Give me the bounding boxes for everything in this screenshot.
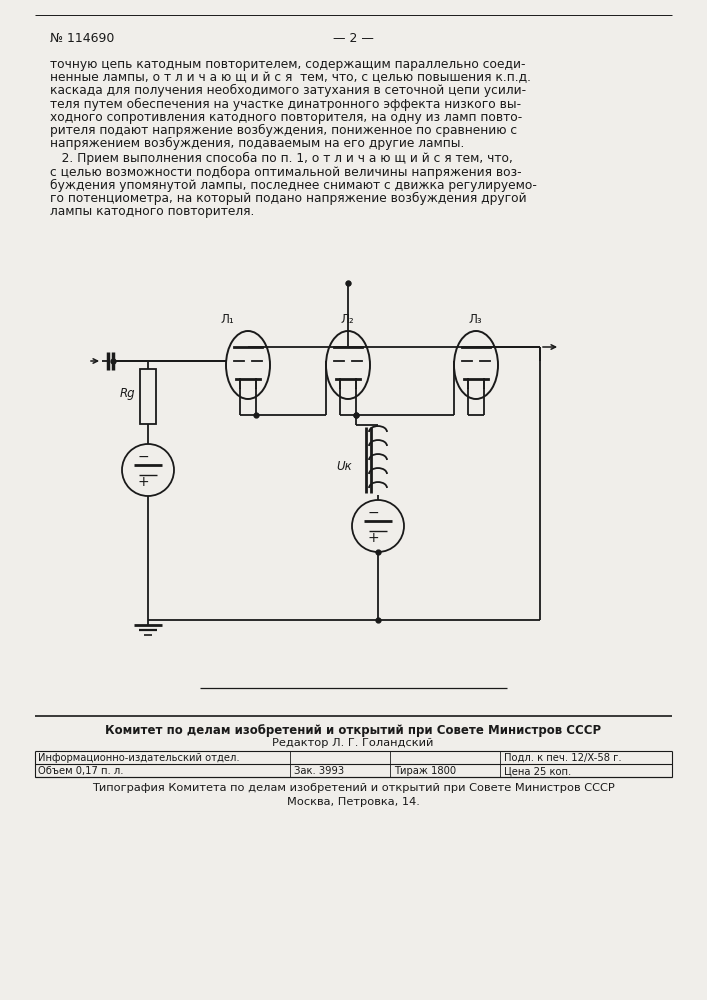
Text: Л₁: Л₁	[220, 313, 234, 326]
Text: Объем 0,17 п. л.: Объем 0,17 п. л.	[38, 766, 124, 776]
Text: ходного сопротивления катодного повторителя, на одну из ламп повто-: ходного сопротивления катодного повторит…	[50, 111, 522, 124]
Text: Подл. к печ. 12/X-58 г.: Подл. к печ. 12/X-58 г.	[504, 753, 621, 763]
Text: +: +	[367, 531, 379, 545]
Text: Зак. 3993: Зак. 3993	[294, 766, 344, 776]
Text: лампы катодного повторителя.: лампы катодного повторителя.	[50, 205, 255, 218]
Text: Редактор Л. Г. Голандский: Редактор Л. Г. Голандский	[272, 738, 433, 748]
Text: рителя подают напряжение возбуждения, пониженное по сравнению с: рителя подают напряжение возбуждения, по…	[50, 124, 517, 137]
Text: Москва, Петровка, 14.: Москва, Петровка, 14.	[286, 797, 419, 807]
Text: точную цепь катодным повторителем, содержащим параллельно соеди-: точную цепь катодным повторителем, содер…	[50, 58, 525, 71]
Text: Комитет по делам изобретений и открытий при Совете Министров СССР: Комитет по делам изобретений и открытий …	[105, 724, 601, 737]
Text: с целью возможности подбора оптимальной величины напряжения воз-: с целью возможности подбора оптимальной …	[50, 166, 522, 179]
Text: напряжением возбуждения, подаваемым на его другие лампы.: напряжением возбуждения, подаваемым на е…	[50, 137, 464, 150]
Text: — 2 —: — 2 —	[332, 32, 373, 45]
Text: Rg: Rg	[120, 387, 136, 400]
Text: Типография Комитета по делам изобретений и открытий при Совете Министров СССР: Типография Комитета по делам изобретений…	[92, 783, 614, 793]
Text: +: +	[137, 475, 148, 489]
Text: Uк: Uк	[336, 460, 352, 473]
Bar	[140, 369, 156, 424]
Text: буждения упомянутой лампы, последнее снимают с движка регулируемо-: буждения упомянутой лампы, последнее сни…	[50, 179, 537, 192]
Text: каскада для получения необходимого затухания в сеточной цепи усили-: каскада для получения необходимого затух…	[50, 84, 526, 97]
Text: 2. Прием выполнения способа по п. 1, о т л и ч а ю щ и й с я тем, что,: 2. Прием выполнения способа по п. 1, о т…	[50, 152, 513, 165]
Text: № 114690: № 114690	[50, 32, 115, 45]
Text: ненные лампы, о т л и ч а ю щ и й с я  тем, что, с целью повышения к.п.д.: ненные лампы, о т л и ч а ю щ и й с я те…	[50, 71, 531, 84]
Text: Л₃: Л₃	[468, 313, 481, 326]
Text: теля путем обеспечения на участке динатронного эффекта низкого вы-: теля путем обеспечения на участке динатр…	[50, 98, 521, 111]
Text: Цена 25 коп.: Цена 25 коп.	[504, 766, 571, 776]
Text: го потенциометра, на который подано напряжение возбуждения другой: го потенциометра, на который подано напр…	[50, 192, 527, 205]
Text: Л₂: Л₂	[340, 313, 354, 326]
Text: −: −	[367, 506, 379, 520]
Text: Тираж 1800: Тираж 1800	[394, 766, 456, 776]
Text: Информационно-издательский отдел.: Информационно-издательский отдел.	[38, 753, 240, 763]
Text: −: −	[137, 450, 148, 464]
